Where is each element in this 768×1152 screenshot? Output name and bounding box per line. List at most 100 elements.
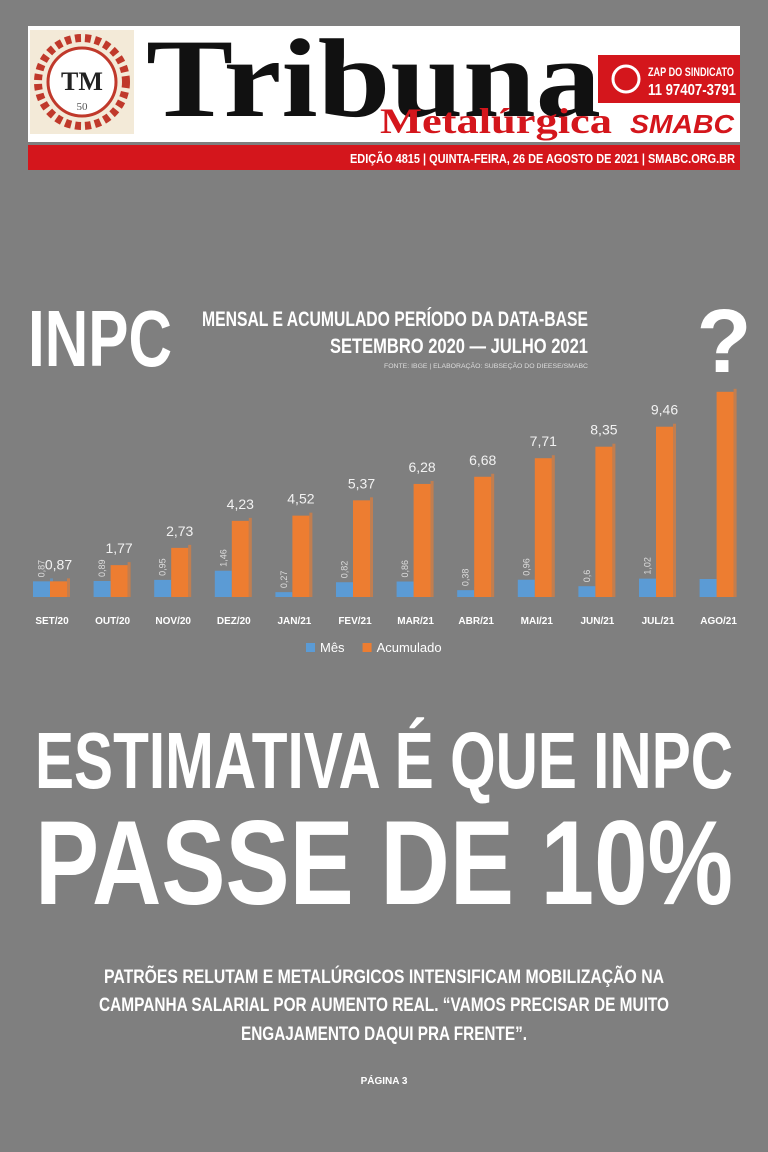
bar-side	[309, 512, 313, 597]
bar	[154, 579, 172, 597]
legend-swatch	[306, 643, 315, 652]
lede: PATRÕES RELUTAM E METALÚRGICOS INTENSIFI…	[104, 966, 664, 988]
data-label: 0,96	[521, 558, 531, 576]
bar-side	[733, 388, 737, 597]
data-label: 2,73	[166, 523, 193, 539]
legend-label: Acumulado	[377, 640, 442, 655]
whatsapp-label: ZAP DO SINDICATO	[648, 65, 734, 79]
edition-bar	[28, 145, 740, 170]
bar	[110, 565, 128, 597]
bar	[534, 458, 552, 597]
bar	[275, 592, 293, 597]
chart-annotation: ?	[697, 292, 752, 392]
data-label: 0,27	[279, 571, 289, 589]
bar	[474, 476, 492, 597]
bar	[33, 581, 50, 597]
bar	[595, 446, 613, 597]
lede: ENGAJAMENTO DAQUI PRA FRENTE”.	[241, 1024, 527, 1045]
chart-title: INPC	[28, 294, 172, 383]
bar	[578, 586, 596, 597]
data-label: 0,86	[400, 560, 410, 578]
bar	[231, 520, 249, 597]
brand-logo: SMABC	[630, 109, 735, 139]
bar-side	[491, 473, 495, 597]
chart-subtitle: SETEMBRO 2020 — JULHO 2021	[330, 335, 588, 358]
headline: ESTIMATIVA É QUE INPC	[35, 716, 733, 805]
x-tick-label: DEZ/20	[217, 616, 251, 627]
data-label: 0,87	[45, 556, 72, 572]
logo-number: 50	[77, 101, 89, 113]
edition-line: EDIÇÃO 4815 | QUINTA-FEIRA, 26 DE AGOSTO…	[350, 151, 736, 166]
logo-text: TM	[61, 67, 103, 96]
bar	[413, 483, 431, 597]
data-label: 0,95	[158, 558, 168, 576]
headline: PASSE DE 10%	[35, 796, 733, 930]
logo-ring	[46, 46, 118, 118]
data-label: 1,77	[105, 540, 132, 556]
bar-side	[248, 517, 252, 597]
x-tick-label: ABR/21	[458, 616, 494, 627]
bar-side	[430, 480, 434, 597]
bar	[93, 580, 111, 597]
data-label: 0,89	[97, 559, 107, 577]
logo-gear	[34, 34, 130, 130]
bar	[699, 579, 717, 597]
masthead-title: Tribuna	[146, 17, 601, 141]
x-tick-label: MAI/21	[521, 616, 554, 627]
x-tick-label: FEV/21	[338, 616, 372, 627]
data-label: 1,02	[643, 557, 653, 575]
bar	[353, 500, 370, 597]
data-label: 4,23	[227, 496, 254, 512]
data-label: 0,82	[340, 561, 350, 579]
bar	[457, 590, 475, 597]
whatsapp-box	[598, 55, 740, 103]
bar	[50, 581, 67, 597]
x-tick-label: JUN/21	[580, 616, 614, 627]
data-label: 0,87	[37, 560, 47, 578]
chart-source: FONTE: IBGE | ELABORAÇÃO: SUBSEÇÃO DO DI…	[384, 363, 589, 370]
data-label: 4,52	[287, 491, 314, 507]
x-tick-label: MAR/21	[397, 616, 434, 627]
data-label: 7,71	[530, 433, 557, 449]
data-label: 9,46	[651, 402, 678, 418]
data-label: 5,37	[348, 475, 375, 491]
data-label: 6,28	[408, 459, 435, 475]
x-tick-label: JAN/21	[277, 616, 311, 627]
data-label: 1,46	[218, 549, 228, 567]
bar-side	[67, 578, 70, 597]
data-label: 6,68	[469, 452, 496, 468]
x-tick-label: NOV/20	[155, 616, 191, 627]
masthead-subtitle: Metalúrgica	[380, 101, 612, 141]
bar	[517, 579, 535, 597]
bar	[396, 581, 414, 597]
whatsapp-number: 11 97407-3791	[648, 82, 736, 99]
bar-side	[127, 562, 131, 597]
bar	[171, 547, 189, 597]
data-label: 0,6	[582, 570, 592, 583]
bar-side	[612, 443, 616, 597]
bar	[336, 582, 353, 597]
x-tick-label: JUL/21	[642, 616, 675, 627]
bar	[292, 515, 310, 597]
data-label: 0,38	[461, 569, 471, 587]
chart-subtitle: MENSAL E ACUMULADO PERÍODO DA DATA-BASE	[202, 308, 588, 331]
bar-side	[673, 423, 676, 597]
x-tick-label: SET/20	[35, 616, 69, 627]
page-reference: PÁGINA 3	[361, 1074, 408, 1087]
bar	[639, 578, 656, 597]
x-tick-label: AGO/21	[700, 616, 737, 627]
bar-side	[551, 455, 555, 597]
bar-side	[188, 544, 192, 597]
legend-label: Mês	[320, 640, 345, 655]
lede: CAMPANHA SALARIAL POR AUMENTO REAL. “VAM…	[99, 995, 669, 1016]
bar	[214, 570, 232, 597]
bar	[656, 426, 673, 597]
x-tick-label: OUT/20	[95, 616, 130, 627]
bar-side	[370, 497, 373, 597]
whatsapp-icon	[611, 64, 641, 94]
bar	[716, 391, 734, 597]
data-label: 8,35	[590, 422, 617, 438]
legend-swatch	[362, 643, 372, 652]
